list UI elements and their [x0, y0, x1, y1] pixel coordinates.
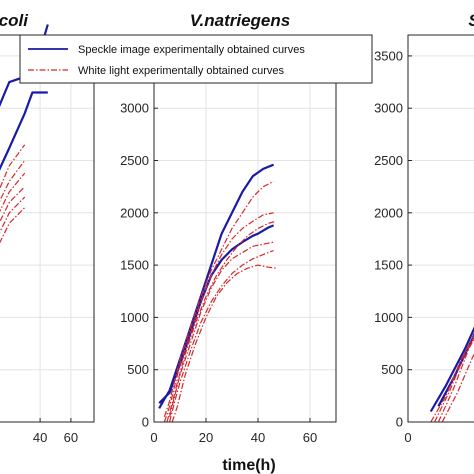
y-tick-label: 3500	[374, 48, 403, 63]
x-tick-label: 40	[33, 430, 47, 445]
panel-ecoli-grid	[0, 35, 94, 422]
panel-vnatriegens-series	[158, 163, 277, 423]
panel-ecoli-axes: 40 60	[0, 34, 95, 445]
panel-third: S 0200500100015002000250030003500	[374, 11, 474, 445]
y-tick-label: 2500	[120, 153, 149, 168]
panel-vnatriegens-axes: 0 20 40 60 0 500 1000 1500 2000 2500 3000	[120, 34, 337, 445]
x-tick-label: 0	[404, 430, 411, 445]
panel-third-title: S	[468, 11, 474, 30]
white-light-curve	[0, 186, 26, 223]
x-tick-label: 60	[303, 430, 317, 445]
y-tick-label: 3000	[120, 101, 149, 116]
white-light-curve	[0, 160, 26, 202]
legend-label-speckle: Speckle image experimentally obtained cu…	[78, 44, 305, 56]
white-light-curve	[171, 264, 277, 423]
y-tick-label: 0	[142, 415, 149, 430]
x-tick-label: 0	[150, 430, 157, 445]
speckle-curve	[0, 91, 48, 171]
panel-vnatriegens-title: V.natriegens	[190, 11, 290, 30]
y-tick-label: 1500	[374, 258, 403, 273]
legend-box	[19, 34, 373, 84]
x-axis-label: time(h)	[222, 457, 275, 474]
y-tick-label: 2000	[120, 205, 149, 220]
speckle-curve	[429, 326, 474, 413]
speckle-curve	[158, 224, 275, 404]
legend-label-white: White light experimentally obtained curv…	[78, 65, 285, 77]
y-tick-label: 500	[381, 362, 403, 377]
panel-third-series	[429, 326, 474, 423]
legend: Speckle image experimentally obtained cu…	[19, 34, 373, 84]
axes-box	[407, 34, 474, 423]
white-light-curve	[163, 212, 274, 423]
white-light-curve	[434, 336, 474, 423]
y-tick-label: 500	[127, 362, 149, 377]
white-light-curve	[169, 241, 274, 417]
panel-ecoli: coli 40 60	[0, 11, 95, 445]
panel-ecoli-title: coli	[0, 11, 29, 30]
white-light-curve	[0, 196, 26, 234]
y-tick-label: 0	[396, 415, 403, 430]
x-tick-label: 60	[64, 430, 78, 445]
panel-third-axes: 0200500100015002000250030003500	[374, 34, 474, 445]
axes-box	[0, 34, 95, 423]
white-light-curve	[441, 353, 474, 423]
y-tick-label: 2500	[374, 153, 403, 168]
y-tick-label: 1500	[120, 258, 149, 273]
white-light-curve	[163, 180, 274, 417]
y-tick-label: 1000	[374, 310, 403, 325]
y-tick-label: 1000	[120, 310, 149, 325]
y-tick-label: 2000	[374, 205, 403, 220]
white-light-curve	[437, 337, 474, 423]
x-tick-label: 20	[199, 430, 213, 445]
white-light-curve	[169, 249, 274, 423]
white-light-curve	[430, 334, 474, 423]
panel-vnatriegens: V.natriegens 0 20 40 60 0 500 1000 1500 2000 2500…	[120, 11, 337, 474]
x-tick-label: 40	[251, 430, 265, 445]
y-tick-label: 3000	[374, 101, 403, 116]
white-light-curve	[166, 220, 277, 423]
